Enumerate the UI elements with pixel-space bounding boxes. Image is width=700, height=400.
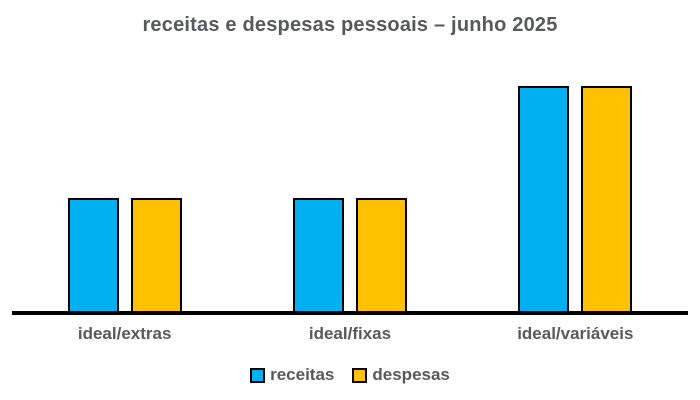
x-axis-label-ideal-vari-veis: ideal/variáveis [517,324,634,343]
bar-despesas-ideal-fixas [355,198,407,311]
legend-item-despesas: despesas [352,365,450,385]
bar-receitas-ideal-vari-veis [518,86,570,311]
bar-despesas-ideal-vari-veis [581,86,633,311]
legend-item-receitas: receitas [250,365,334,385]
chart-title: receitas e despesas pessoais – junho 202… [142,14,558,36]
bar-receitas-ideal-fixas [292,198,344,311]
bar-group-ideal-vari-veis [518,86,633,311]
legend-label-receitas: receitas [270,365,335,384]
x-axis-label-ideal-fixas: ideal/fixas [308,324,392,343]
x-axis-line [12,311,688,315]
legend: receitas despesas [0,365,700,385]
legend-swatch-despesas [352,367,368,383]
legend-label-despesas: despesas [372,365,450,384]
bar-receitas-ideal-extras [67,198,119,311]
bar-group-ideal-fixas [292,198,407,311]
bar-despesas-ideal-extras [130,198,182,311]
plot-area [12,86,688,311]
bar-group-ideal-extras [67,198,182,311]
legend-swatch-receitas [250,367,266,383]
x-axis-label-ideal-extras: ideal/extras [77,324,172,343]
x-axis-labels: ideal/extras ideal/fixas ideal/variáveis [12,324,688,344]
